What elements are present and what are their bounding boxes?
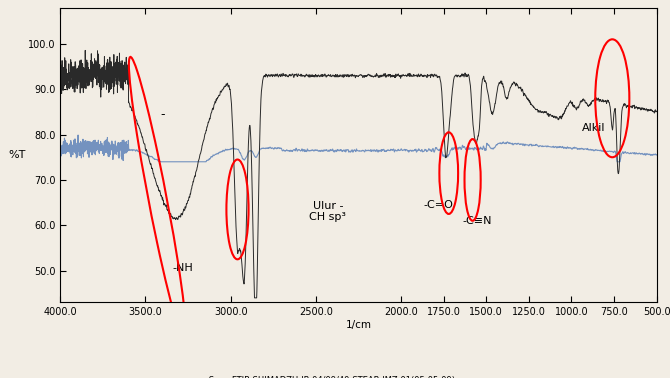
Line: Scan FTIR SHIMADZU-IR-04/09/40-STEAR-IMZ-01(05-05-09): Scan FTIR SHIMADZU-IR-04/09/40-STEAR-IMZ… <box>60 50 657 298</box>
Scan FTIR SHIMADZU-IR-04/09/40-STEAR-IMZ-01(05-05-09) <box>501 95 509 99</box>
Scan FTIR SHIMADZU IR-04/09/27 STEAR-2 (08-04-2009) <box>501 141 509 145</box>
Scan FTIR SHIMADZU IR-04/09/27 STEAR-2 (08-04-2009) <box>414 148 422 153</box>
Scan FTIR SHIMADZU IR-04/09/27 STEAR-2 (08-04-2009) <box>547 145 555 149</box>
Scan FTIR SHIMADZU-IR-04/09/40-STEAR-IMZ-01(05-05-09) <box>653 109 661 113</box>
Scan FTIR SHIMADZU-IR-04/09/40-STEAR-IMZ-01(05-05-09) <box>56 69 64 74</box>
Text: -NH: -NH <box>173 263 194 273</box>
Text: -C≡N: -C≡N <box>462 216 492 226</box>
Scan FTIR SHIMADZU-IR-04/09/40-STEAR-IMZ-01(05-05-09) <box>547 113 555 117</box>
X-axis label: 1/cm: 1/cm <box>346 320 371 330</box>
Scan FTIR SHIMADZU-IR-04/09/40-STEAR-IMZ-01(05-05-09) <box>444 137 452 141</box>
Scan FTIR SHIMADZU IR-04/09/27 STEAR-2 (08-04-2009) <box>155 160 163 164</box>
Scan FTIR SHIMADZU IR-04/09/27 STEAR-2 (08-04-2009) <box>56 143 64 147</box>
Scan FTIR SHIMADZU IR-04/09/27 STEAR-2 (08-04-2009) <box>444 152 452 157</box>
Text: -C=O: -C=O <box>423 200 454 210</box>
Scan FTIR SHIMADZU-IR-04/09/40-STEAR-IMZ-01(05-05-09) <box>414 73 422 78</box>
Scan FTIR SHIMADZU IR-04/09/27 STEAR-2 (08-04-2009) <box>74 133 82 137</box>
Scan FTIR SHIMADZU-IR-04/09/40-STEAR-IMZ-01(05-05-09) <box>284 74 292 78</box>
Scan FTIR SHIMADZU-IR-04/09/40-STEAR-IMZ-01(05-05-09) <box>251 296 259 300</box>
Scan FTIR SHIMADZU IR-04/09/27 STEAR-2 (08-04-2009) <box>653 153 661 157</box>
Text: -: - <box>160 108 165 121</box>
Text: Alkil: Alkil <box>582 123 605 133</box>
Scan FTIR SHIMADZU IR-04/09/27 STEAR-2 (08-04-2009) <box>284 149 292 153</box>
Line: Scan FTIR SHIMADZU IR-04/09/27 STEAR-2 (08-04-2009): Scan FTIR SHIMADZU IR-04/09/27 STEAR-2 (… <box>60 135 657 162</box>
Legend: – Scan FTIR SHIMADZU-IR-04/09/40-STEAR-IMZ-01(05-05-09), – Scan FTIR SHIMADZU IR: – Scan FTIR SHIMADZU-IR-04/09/40-STEAR-I… <box>199 373 458 378</box>
Scan FTIR SHIMADZU-IR-04/09/40-STEAR-IMZ-01(05-05-09) <box>165 211 173 215</box>
Text: Ulur -
CH sp³: Ulur - CH sp³ <box>310 201 346 223</box>
Scan FTIR SHIMADZU IR-04/09/27 STEAR-2 (08-04-2009) <box>165 160 173 164</box>
Scan FTIR SHIMADZU-IR-04/09/40-STEAR-IMZ-01(05-05-09) <box>81 48 89 53</box>
Y-axis label: %T: %T <box>8 150 25 160</box>
